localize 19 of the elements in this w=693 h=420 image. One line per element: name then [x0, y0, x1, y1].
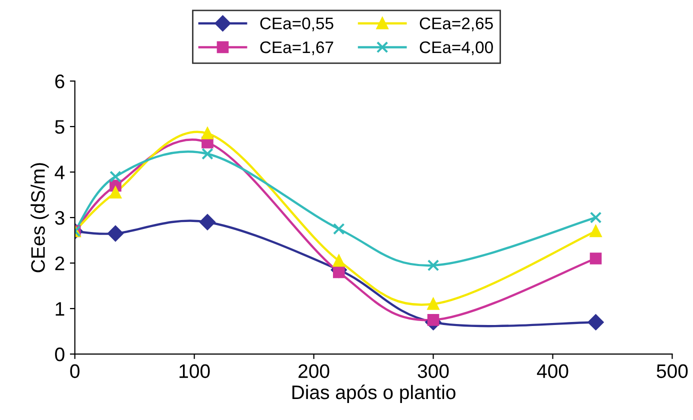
y-tick-label: 1 [56, 302, 64, 316]
y-tick-label: 4 [54, 166, 65, 180]
y-tick-label: 0 [55, 348, 64, 362]
x-tick-label: 100 [180, 364, 210, 378]
legend-label: CEa=1,67 [260, 41, 334, 56]
x-tick-label: 300 [418, 364, 449, 378]
x-tick-label: 500 [656, 364, 688, 378]
legend-label: CEa=4,00 [420, 41, 493, 56]
y-tick-label: 6 [55, 74, 64, 88]
y-tick-label: 5 [55, 120, 64, 134]
y-tick-label: 3 [55, 211, 64, 225]
legend-label: CEa=0,55 [260, 18, 334, 32]
x-tick-label: 0 [70, 364, 80, 378]
x-tick-label: 200 [298, 364, 330, 378]
y-axis-title: CEes (dS/m) [30, 163, 49, 272]
y-tick-label: 2 [55, 256, 64, 270]
x-axis-title: Dias após o plantio [292, 384, 456, 404]
legend-label: CEa=2,65 [420, 18, 493, 32]
x-tick-label: 400 [536, 364, 568, 378]
